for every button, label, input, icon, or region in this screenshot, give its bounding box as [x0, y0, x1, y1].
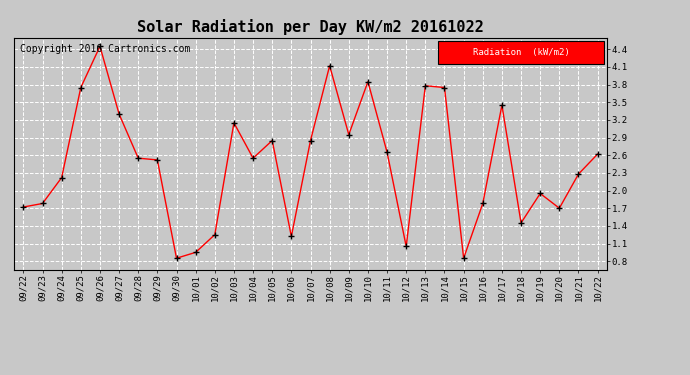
Title: Solar Radiation per Day KW/m2 20161022: Solar Radiation per Day KW/m2 20161022 — [137, 19, 484, 35]
Text: Radiation  (kW/m2): Radiation (kW/m2) — [473, 48, 569, 57]
Text: Copyright 2016 Cartronics.com: Copyright 2016 Cartronics.com — [20, 45, 190, 54]
FancyBboxPatch shape — [438, 41, 604, 64]
